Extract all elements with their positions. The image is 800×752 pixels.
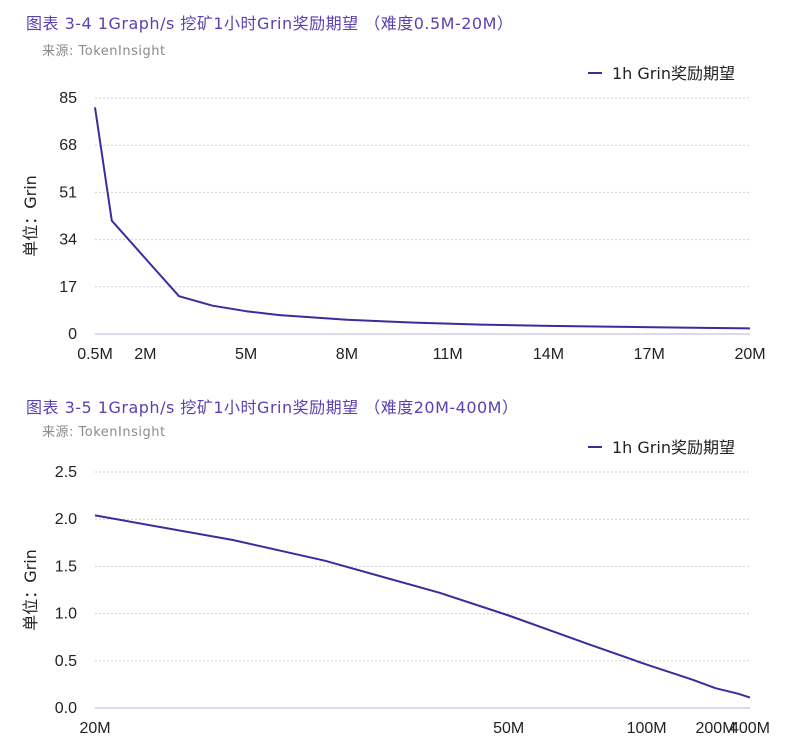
chart-title: 图表 3-5 1Graph/s 挖矿1小时Grin奖励期望 （难度20M-400… <box>26 398 519 417</box>
legend-label: 1h Grin奖励期望 <box>612 438 735 457</box>
chart-panel-1: 图表 3-4 1Graph/s 挖矿1小时Grin奖励期望 （难度0.5M-20… <box>21 14 766 363</box>
x-tick-label: 2M <box>134 346 156 363</box>
x-tick-label: 400M <box>730 720 770 737</box>
legend-label: 1h Grin奖励期望 <box>612 64 735 83</box>
y-tick-label: 0 <box>68 326 77 343</box>
x-tick-label: 50M <box>493 720 524 737</box>
chart-source: 来源: TokenInsight <box>42 425 166 440</box>
y-tick-label: 2.0 <box>55 511 77 528</box>
chart-canvas: 0 17 34 51 68 85 0.5M 2M 5M 8M 11M 14M 17M 20M 单位：Grin… <box>21 64 766 363</box>
y-tick-label: 1.5 <box>55 558 77 575</box>
x-tick-label: 14M <box>533 346 564 363</box>
x-tick-label: 20M <box>79 720 110 737</box>
x-tick-label: 11M <box>433 346 463 363</box>
y-tick-label: 51 <box>59 184 77 201</box>
y-tick-label: 17 <box>59 279 77 296</box>
x-tick-label: 20M <box>734 346 765 363</box>
series-line <box>94 514 751 699</box>
series-line <box>94 107 751 330</box>
y-tick-label: 85 <box>59 90 77 107</box>
chart-title: 图表 3-4 1Graph/s 挖矿1小时Grin奖励期望 （难度0.5M-20… <box>26 14 514 33</box>
y-axis-label: 单位：Grin <box>21 175 40 257</box>
chart-source: 来源: TokenInsight <box>42 44 166 59</box>
y-tick-label: 1.0 <box>55 606 77 623</box>
chart-panel-2: 图表 3-5 1Graph/s 挖矿1小时Grin奖励期望 （难度20M-400… <box>0 376 800 752</box>
y-axis-label: 单位：Grin <box>21 549 40 631</box>
x-tick-label: 200M <box>696 720 736 737</box>
y-tick-label: 0.0 <box>55 700 77 717</box>
x-tick-label: 0.5M <box>77 346 113 363</box>
x-tick-label: 100M <box>627 720 667 737</box>
x-tick-label: 8M <box>336 346 358 363</box>
y-tick-label: 2.5 <box>55 464 77 481</box>
y-tick-label: 0.5 <box>55 653 77 670</box>
x-tick-label: 17M <box>634 346 665 363</box>
y-tick-label: 68 <box>59 137 77 154</box>
x-tick-label: 5M <box>235 346 257 363</box>
y-tick-label: 34 <box>59 232 77 249</box>
